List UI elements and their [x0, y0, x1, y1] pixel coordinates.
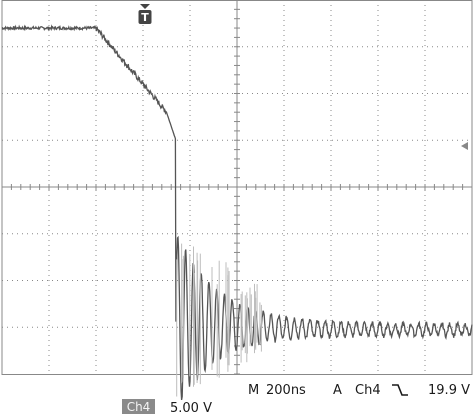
waveform-path — [1, 24, 473, 401]
status-bar: M 200ns A Ch4 19.9 V Ch4 5.00 V — [122, 383, 470, 416]
timebase-prefix: M — [248, 383, 259, 398]
channel-badge[interactable]: Ch4 — [127, 400, 151, 414]
timebase-value[interactable]: 200ns — [266, 383, 306, 398]
trigger-position-icon[interactable]: T — [138, 4, 152, 24]
graticule — [1, 0, 473, 375]
trigger-level-arrow-icon[interactable] — [461, 142, 468, 150]
waveform-trace-ch4 — [1, 24, 473, 401]
channel-badge-bg — [122, 399, 155, 414]
trigger-channel[interactable]: Ch4 — [355, 383, 381, 398]
falling-edge-icon — [392, 384, 408, 396]
channel-scale[interactable]: 5.00 V — [170, 401, 212, 416]
trigger-level[interactable]: 19.9 V — [428, 383, 470, 398]
trigger-position-label: T — [141, 11, 149, 24]
trigger-mode: A — [333, 383, 342, 398]
